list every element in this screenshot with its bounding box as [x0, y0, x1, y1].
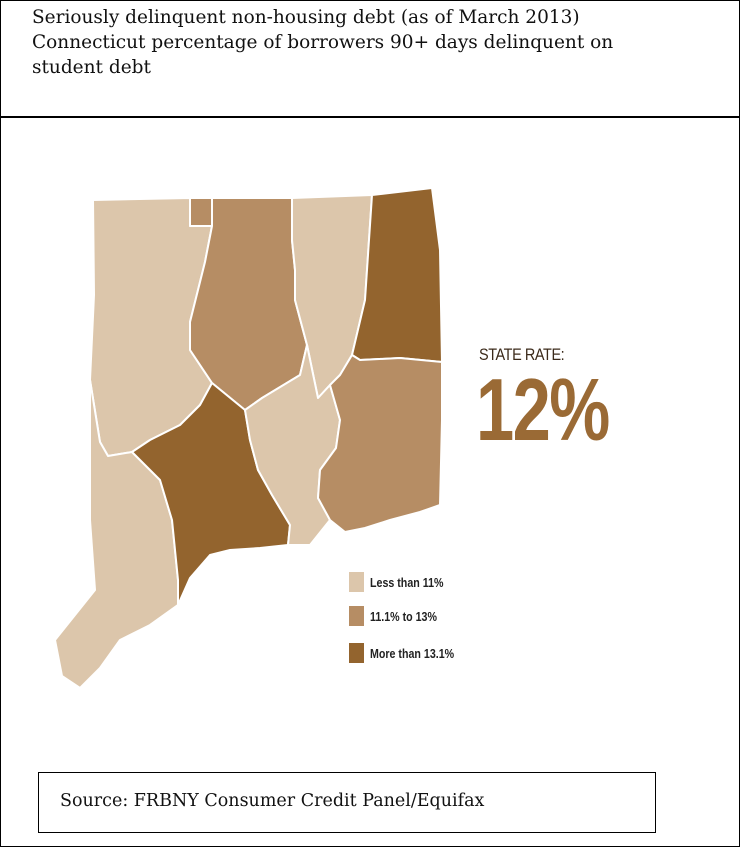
figure-header: Seriously delinquent non-housing debt (a…	[1, 1, 739, 118]
state-rate-value: 12%	[476, 360, 610, 459]
county-new-london	[317, 354, 443, 533]
legend-label-low: Less than 11%	[370, 574, 444, 590]
legend-label-mid: 11.1% to 13%	[370, 608, 437, 624]
source-box: Source: FRBNY Consumer Credit Panel/Equi…	[38, 772, 656, 833]
title-line-2: Connecticut percentage of borrowers 90+ …	[32, 32, 614, 53]
legend-label-high: More than 13.1%	[370, 645, 455, 661]
legend-swatch-high	[349, 643, 364, 663]
connecticut-county-map	[54, 187, 443, 689]
legend-swatch-low	[349, 572, 364, 592]
legend-item-high: More than 13.1%	[349, 643, 473, 663]
legend-swatch-mid	[349, 606, 364, 626]
state-rate-label: STATE RATE:	[479, 345, 565, 364]
title-line-3: student debt	[32, 57, 151, 78]
legend-item-low: Less than 11%	[349, 572, 460, 592]
title-line-1: Seriously delinquent non-housing debt (a…	[32, 7, 580, 28]
county-fairfield	[54, 379, 179, 689]
legend-item-mid: 11.1% to 13%	[349, 606, 452, 626]
source-text: Source: FRBNY Consumer Credit Panel/Equi…	[60, 791, 485, 811]
